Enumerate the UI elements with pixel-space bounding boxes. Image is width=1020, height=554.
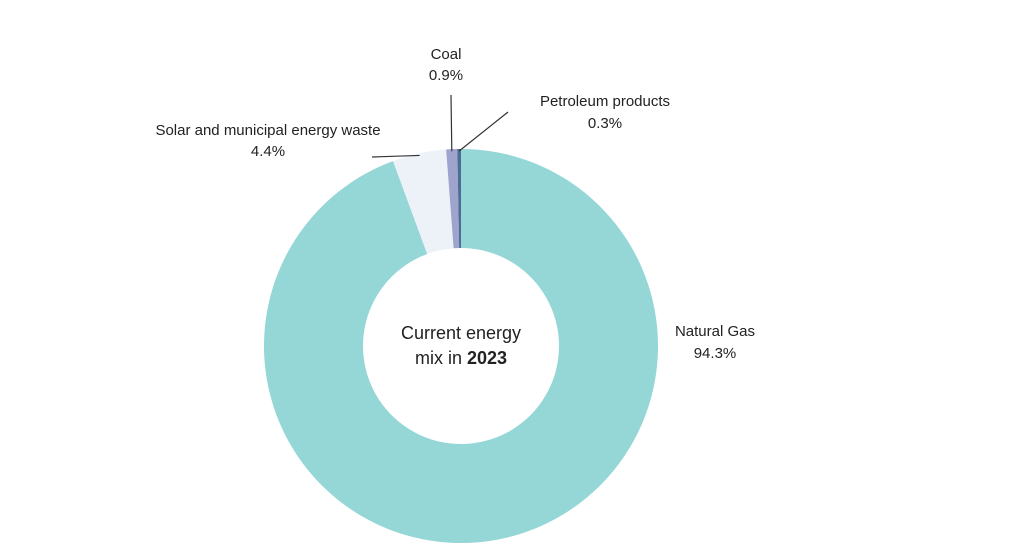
- label-coal-name: Coal: [431, 46, 462, 63]
- center-text-line1: Current energy: [401, 323, 521, 343]
- leader-line-solar: [371, 154, 420, 158]
- leader-line-petroleum: [458, 111, 509, 152]
- label-natural-gas-value: 94.3%: [694, 345, 737, 362]
- donut-slices: [264, 149, 658, 543]
- label-natural-gas-name: Natural Gas: [675, 323, 755, 340]
- slice-coal: [446, 149, 460, 249]
- center-text-prefix: mix in: [415, 348, 467, 368]
- slice-petroleum-products: [457, 149, 461, 249]
- leader-line-coal: [450, 94, 453, 152]
- slice-labels: Coal 0.9% Petroleum products 0.3% Solar …: [155, 46, 755, 362]
- label-solar-name: Solar and municipal energy waste: [155, 122, 380, 139]
- label-petroleum-value: 0.3%: [588, 115, 622, 132]
- slice-solar-municipal-waste: [393, 149, 454, 255]
- leader-lines: [371, 94, 509, 158]
- slice-natural-gas: [264, 149, 658, 543]
- center-text-line2: mix in 2023: [415, 348, 507, 368]
- donut-center: Current energy mix in 2023: [401, 323, 521, 368]
- label-coal-value: 0.9%: [429, 67, 463, 84]
- center-text-year: 2023: [467, 348, 507, 368]
- label-solar-value: 4.4%: [251, 143, 285, 160]
- label-petroleum-name: Petroleum products: [540, 93, 670, 110]
